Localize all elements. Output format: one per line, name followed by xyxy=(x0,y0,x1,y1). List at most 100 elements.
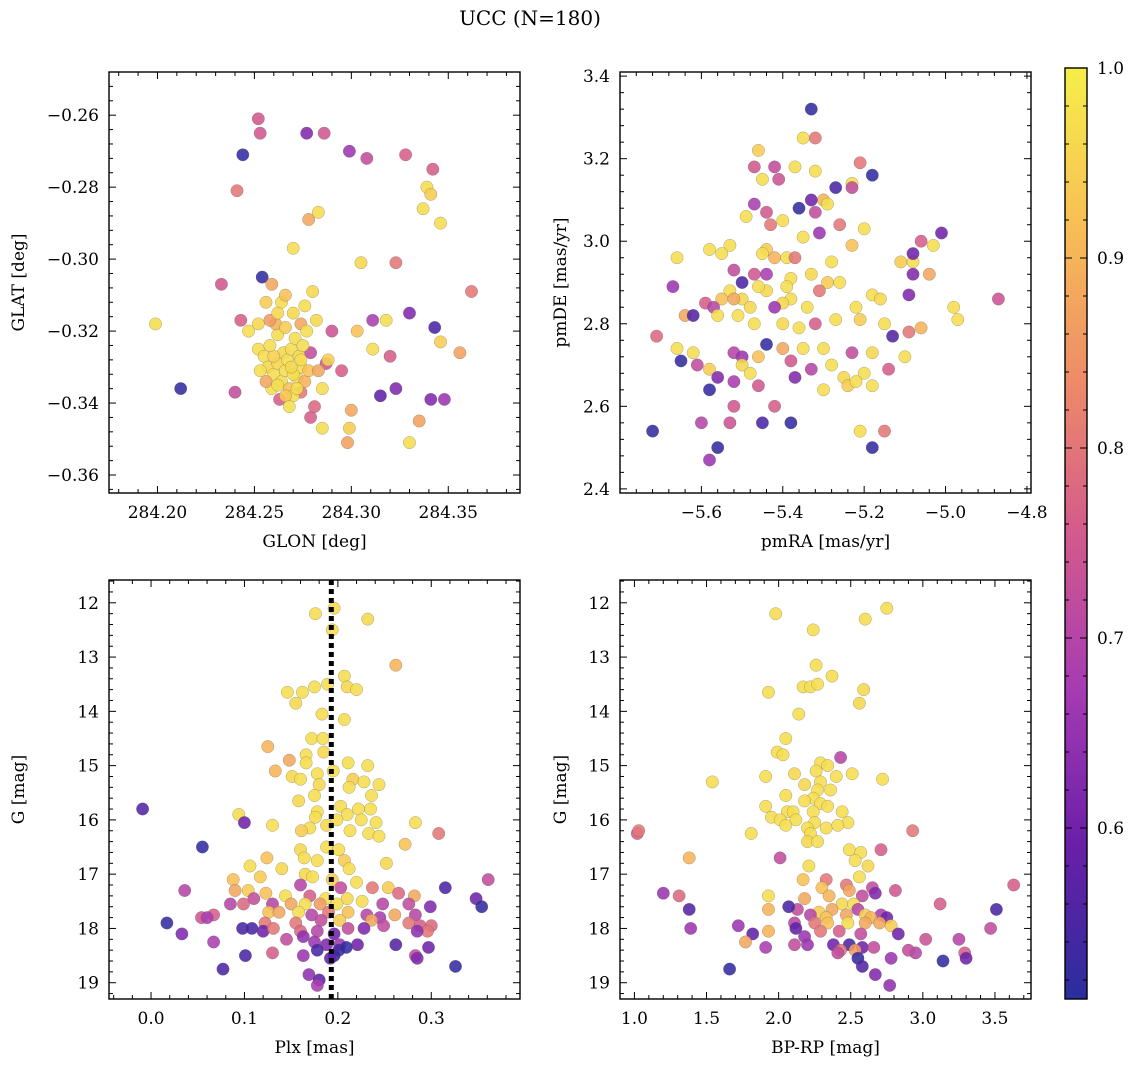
data-point xyxy=(299,756,313,770)
data-point xyxy=(829,770,843,783)
data-point xyxy=(711,370,725,384)
data-point xyxy=(259,886,273,900)
data-point xyxy=(825,255,838,269)
data-point xyxy=(354,256,368,270)
y-axis-label: G [mag] xyxy=(9,755,29,824)
data-point xyxy=(327,927,341,941)
data-point xyxy=(294,824,308,838)
data-point xyxy=(883,979,897,992)
data-point xyxy=(914,234,928,248)
data-point xyxy=(465,285,478,298)
data-point xyxy=(804,267,818,281)
data-point xyxy=(475,900,489,914)
data-point xyxy=(306,870,319,884)
x-tick-label: 0.3 xyxy=(418,1009,445,1029)
data-point xyxy=(727,399,741,413)
data-point xyxy=(760,205,773,219)
x-tick-label: 0.0 xyxy=(138,1009,165,1029)
data-point xyxy=(271,378,285,392)
data-point xyxy=(779,818,793,832)
data-point xyxy=(381,881,395,895)
data-point xyxy=(808,317,822,331)
data-point xyxy=(868,968,882,981)
y-tick-label: 3.4 xyxy=(583,67,610,87)
data-point xyxy=(228,385,242,399)
data-point xyxy=(372,778,386,791)
data-point xyxy=(366,313,380,327)
scatter-points xyxy=(646,102,1005,467)
data-point xyxy=(756,172,769,186)
data-point xyxy=(294,353,308,367)
scatter-points xyxy=(630,601,1021,992)
data-point xyxy=(882,362,895,376)
data-point xyxy=(762,924,775,938)
data-point xyxy=(309,313,323,327)
y-tick-label: −0.34 xyxy=(47,394,99,414)
data-point xyxy=(160,916,174,930)
data-point xyxy=(280,932,293,946)
data-point xyxy=(951,313,965,326)
y-tick-label: 17 xyxy=(588,865,610,885)
data-point xyxy=(355,894,369,908)
data-point xyxy=(884,919,898,933)
data-point xyxy=(313,897,327,911)
data-point xyxy=(743,366,757,380)
data-point xyxy=(314,913,328,927)
data-point xyxy=(453,346,467,360)
y-axis-label: pmDE [mas/yr] xyxy=(551,217,571,347)
colorbar-tick-label: 0.9 xyxy=(1097,249,1124,269)
data-point xyxy=(853,870,866,884)
data-point xyxy=(789,922,803,935)
data-point xyxy=(804,362,818,376)
data-point xyxy=(747,197,761,211)
data-point xyxy=(776,342,790,355)
data-point xyxy=(884,951,898,965)
data-point xyxy=(261,740,275,753)
data-point xyxy=(894,255,908,269)
data-point xyxy=(214,277,228,291)
data-point xyxy=(831,818,845,832)
data-point xyxy=(278,321,292,334)
data-point xyxy=(874,292,887,306)
data-point xyxy=(727,292,741,306)
data-point xyxy=(739,935,752,949)
data-point xyxy=(723,238,737,252)
data-point xyxy=(308,607,322,621)
axes-frame xyxy=(619,71,1032,494)
data-point xyxy=(321,353,335,367)
y-tick-label: 19 xyxy=(588,974,610,994)
axes-frame xyxy=(108,71,521,494)
data-point xyxy=(711,441,725,454)
data-point xyxy=(703,453,716,467)
data-point xyxy=(357,775,371,789)
data-point xyxy=(266,818,279,832)
data-point xyxy=(760,337,773,351)
y-tick-label: 18 xyxy=(588,919,610,939)
data-point xyxy=(236,148,250,162)
data-point xyxy=(703,243,716,256)
data-point xyxy=(898,350,912,364)
data-point xyxy=(342,144,356,158)
data-point xyxy=(292,794,305,808)
data-point xyxy=(316,732,330,745)
data-point xyxy=(216,962,230,976)
data-point xyxy=(342,780,356,794)
data-point xyxy=(195,840,209,854)
data-point xyxy=(842,843,856,857)
x-tick-label: −5.6 xyxy=(681,503,722,523)
data-point xyxy=(874,843,888,857)
data-point xyxy=(259,375,273,388)
scatter-points xyxy=(136,601,495,992)
data-point xyxy=(251,317,265,331)
data-point xyxy=(335,364,348,378)
data-point xyxy=(788,767,801,781)
data-point xyxy=(878,317,891,331)
data-point xyxy=(389,382,403,395)
data-point xyxy=(402,897,416,911)
data-point xyxy=(175,927,189,941)
data-point xyxy=(868,886,882,900)
data-point xyxy=(278,288,292,302)
data-point xyxy=(434,216,447,230)
colorbar-ticks xyxy=(1065,67,1087,981)
data-point xyxy=(682,851,696,865)
